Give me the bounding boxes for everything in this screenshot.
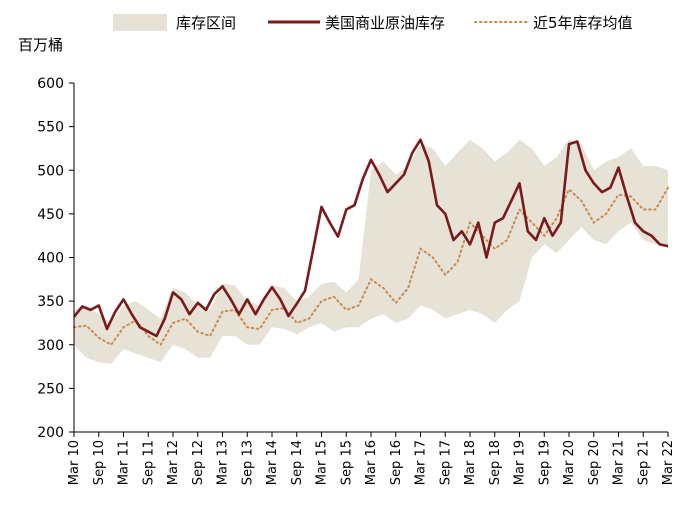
x-tick-label: Mar 22 [661,440,676,485]
inventory-range-band [74,139,668,364]
legend-avg-label: 近5年库存均值 [533,14,633,32]
x-tick-label: Sep 11 [141,440,156,485]
x-tick-label: Mar 21 [612,440,627,485]
y-tick-label: 600 [37,76,64,92]
y-tick-label: 550 [37,120,64,136]
legend-band-swatch [113,14,167,31]
y-tick-label: 500 [37,163,64,179]
y-tick-label: 450 [37,207,64,223]
x-tick-label: Mar 17 [414,440,429,485]
y-tick-label: 300 [37,338,64,354]
y-axis: 200 250 300 350 400 450 500 550 600 [37,76,75,441]
x-tick-label: Sep 20 [587,440,602,485]
x-tick-label: Sep 14 [290,440,305,485]
legend-actual-label: 美国商业原油库存 [325,14,445,32]
x-tick-label: Sep 13 [240,440,255,485]
x-tick-label: Mar 11 [117,440,132,485]
commercial-crude-inventory-line [72,138,669,338]
x-tick-label: Mar 18 [463,440,478,485]
plot-area [72,138,669,364]
y-tick-label: 400 [37,251,64,267]
legend-band-label: 库存区间 [176,14,236,32]
x-tick-label: Mar 13 [216,440,231,485]
x-axis: Mar 10 Sep 10 Mar 11 Sep 11 Mar 12 Sep 12 Mar … [67,431,676,485]
x-tick-label: Mar 10 [67,440,82,485]
y-tick-label: 250 [37,381,64,397]
x-tick-label: Sep 12 [191,440,206,485]
legend: 库存区间 美国商业原油库存 近5年库存均值 [113,14,633,32]
x-tick-label: Sep 15 [339,440,354,485]
x-tick-label: Sep 19 [537,440,552,485]
y-tick-label: 200 [37,425,64,441]
x-tick-label: Mar 15 [315,440,330,485]
y-unit-label: 百万桶 [18,36,63,54]
x-tick-label: Sep 21 [636,440,651,485]
x-tick-label: Mar 19 [513,440,528,485]
x-tick-label: Mar 16 [364,440,379,485]
x-tick-label: Mar 12 [166,440,181,485]
x-tick-label: Sep 16 [389,440,404,485]
x-tick-label: Mar 20 [562,440,577,485]
x-tick-label: Sep 18 [488,440,503,485]
x-tick-label: Sep 17 [438,440,453,485]
x-tick-label: Mar 14 [265,440,280,485]
x-tick-label: Sep 10 [92,440,107,485]
five-year-average-line [73,186,669,347]
y-tick-label: 350 [37,294,64,310]
